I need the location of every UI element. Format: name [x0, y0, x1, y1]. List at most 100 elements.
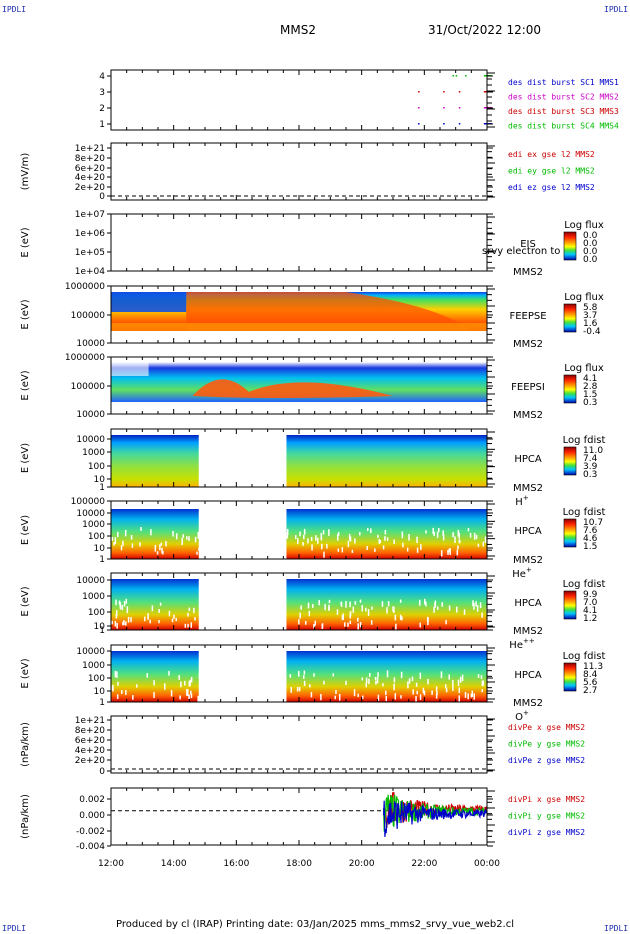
y-tick-label: 1	[99, 698, 105, 708]
colorbar-title: Log fdist	[563, 507, 606, 518]
divpi-trace-2	[383, 800, 488, 837]
colorbar	[563, 590, 577, 620]
y-tick-label: 0.002	[79, 795, 105, 805]
y-tick-label: 1	[99, 626, 105, 636]
y-tick-label: 10000	[76, 410, 105, 420]
y-tick-label: 100	[88, 462, 105, 472]
y-axis-label: E (eV)	[20, 658, 31, 688]
spectrogram-hpca_he	[111, 509, 487, 559]
y-tick-label: 6e+20	[75, 164, 106, 174]
corner-label-top-right: IPDLI	[604, 5, 629, 14]
x-tick-label: 22:00	[411, 859, 437, 869]
y-axis-label: E (eV)	[20, 227, 31, 257]
y-tick-label: 2	[99, 104, 105, 114]
y-axis-label: E (eV)	[20, 443, 31, 473]
y-tick-label: 1e+04	[75, 267, 106, 277]
panel-divpi: 0.002 0.000 -0.002 -0.004 (nPa/km) divPi x gs…	[20, 787, 585, 852]
legend-entry: des dist burst SC2 MMS2	[508, 93, 619, 102]
y-tick-label: 1e+21	[75, 144, 105, 154]
burst-mark	[443, 123, 445, 125]
y-tick-label: 1000	[82, 448, 105, 458]
instrument-label: HPCA	[514, 526, 542, 537]
y-tick-label: 1e+21	[75, 716, 105, 726]
species-label: He++	[509, 637, 535, 651]
colorbar-tick: 0.3	[583, 398, 597, 408]
x-tick-label: 00:00	[474, 859, 500, 869]
hpca-block-late	[286, 579, 487, 630]
y-tick-label: 1000000	[65, 353, 105, 363]
panel-frame	[110, 142, 488, 201]
colorbar-tick: 1.6	[583, 319, 598, 329]
colorbar-title: Log flux	[564, 363, 604, 374]
burst-mark	[455, 75, 458, 77]
legend-entry: divPi z gse MMS2	[508, 828, 585, 837]
instrument-label: FEEPSE	[509, 311, 546, 322]
y-axis-label: (nPa/km)	[20, 794, 31, 839]
legend-entry: divPi x gse MMS2	[508, 795, 585, 804]
x-tick-label: 18:00	[286, 859, 312, 869]
y-tick-label: 100	[88, 674, 105, 684]
panel-burst: 4 3 2 1 des dist burst SC1 MMS1 des dist burs…	[99, 69, 619, 131]
y-tick-label: 1000	[82, 592, 105, 602]
legend-entry: des dist burst SC3 MMS3	[508, 107, 619, 116]
y-tick-label: 10	[94, 475, 106, 485]
x-tick-label: 14:00	[161, 859, 187, 869]
y-axis-label: E (eV)	[20, 370, 31, 400]
instrument-label: HPCA	[514, 598, 542, 609]
y-tick-label: 0.000	[79, 811, 105, 821]
burst-mark	[418, 107, 420, 109]
colorbar-title: Log flux	[564, 292, 604, 303]
legend-entry: des dist burst SC1 MMS1	[508, 78, 619, 87]
colorbar-tick: 8.4	[583, 670, 598, 680]
colorbar-tick: 0.0	[583, 247, 598, 257]
legend-entry: divPi y gse MMS2	[508, 812, 585, 821]
spacecraft-label: MMS2	[513, 626, 543, 637]
hpca-block-late	[286, 651, 487, 702]
y-tick-label: 4	[99, 72, 105, 82]
panel-frame	[110, 69, 488, 131]
y-tick-label: -0.002	[76, 827, 105, 837]
spacecraft-label: MMS2	[513, 339, 543, 350]
feepsi-hot-region	[192, 379, 393, 398]
legend-entry: divPe y gse MMS2	[508, 740, 585, 749]
y-tick-label: 10000	[76, 339, 105, 349]
y-tick-label: 3	[99, 88, 105, 98]
panel-eis: 1e+07 1e+06 1e+05 1e+04 E (eV) EIS MMS2 srvy el…	[20, 210, 604, 278]
y-tick-label: 1e+06	[75, 229, 106, 239]
colorbar-tick: 5.6	[583, 678, 598, 688]
corner-label-top-left: IPDLI	[2, 5, 27, 14]
colorbar	[563, 446, 577, 476]
hpca-block-early	[111, 435, 199, 487]
y-tick-label: 1000	[82, 520, 105, 530]
species-label: O+	[515, 709, 529, 723]
colorbar-tick: 4.1	[583, 374, 597, 384]
spectrogram-feepse	[111, 292, 487, 331]
colorbar-tick: 4.6	[583, 534, 598, 544]
feepse-hot-region	[186, 292, 472, 331]
instrument-label: FEEPSI	[511, 382, 545, 393]
burst-mark	[418, 123, 420, 125]
colorbar-tick: 2.7	[583, 686, 597, 696]
legend-entry: divPe z gse MMS2	[508, 756, 585, 765]
y-tick-label: 1	[99, 555, 105, 565]
y-tick-label: 100000	[71, 311, 106, 321]
colorbar-title: Log fdist	[563, 579, 606, 590]
y-tick-label: 1000	[82, 661, 105, 671]
colorbar-tick: 0.3	[583, 470, 597, 480]
hpca-block-early	[111, 651, 199, 702]
colorbar-tick: 5.8	[583, 303, 598, 313]
y-axis-label: E (eV)	[20, 515, 31, 545]
overlay-text: srvy electron to	[482, 246, 560, 257]
colorbar-tick: 0.0	[583, 255, 598, 265]
x-tick-label: 12:00	[98, 859, 124, 869]
colorbar-tick: 11.0	[583, 446, 603, 456]
burst-mark	[458, 123, 461, 125]
legend-entry: des dist burst SC4 MMS4	[508, 122, 619, 131]
colorbar-tick: 11.3	[583, 662, 603, 672]
panel-feepsi: 1000000 100000 10000 E (eV) FEEPSI MMS2 Log fl…	[20, 353, 604, 421]
y-tick-label: -0.004	[76, 842, 105, 852]
burst-mark	[418, 91, 420, 93]
